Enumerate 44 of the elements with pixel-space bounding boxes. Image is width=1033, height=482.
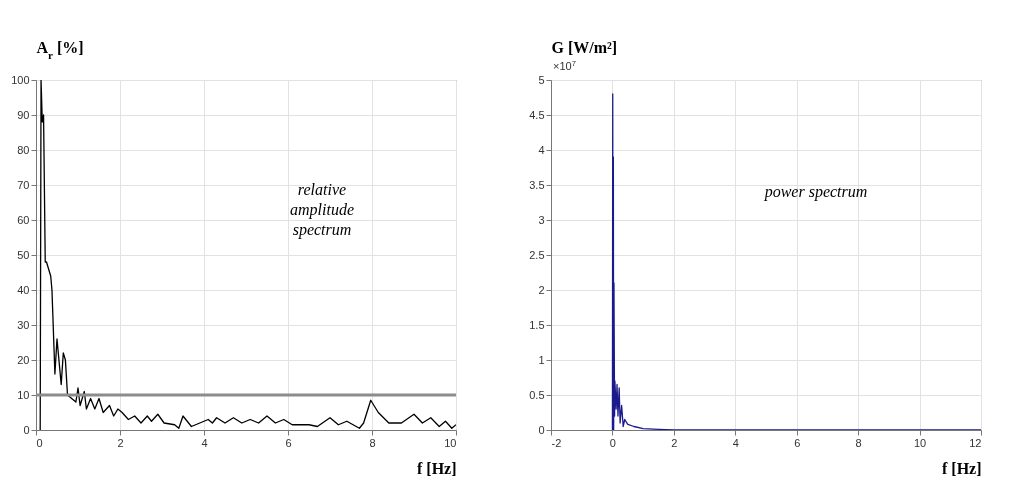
y-tick-label: 90 <box>17 108 30 121</box>
y-axis-title: A$_{r}$ [%] <box>36 38 84 61</box>
y-tick-label: 40 <box>17 283 30 296</box>
text: ×10$^{7}$ <box>553 58 576 72</box>
x-tick-label: 8 <box>855 436 862 449</box>
y-tick-label: 70 <box>17 178 30 191</box>
y-tick-label: 2 <box>538 283 545 296</box>
y-tick-label: 3 <box>538 213 545 226</box>
annotation: relative amplitude spectrum <box>290 181 354 239</box>
y-tick-label: 1.5 <box>529 318 545 331</box>
y-tick-label: 10 <box>17 388 30 401</box>
y-tick-label: 30 <box>17 318 30 331</box>
x-tick-label: 2 <box>671 436 678 449</box>
x-tick-label: 12 <box>969 436 982 449</box>
y-tick-label: 0.5 <box>529 388 545 401</box>
x-tick-label: 0 <box>36 436 43 449</box>
y-tick-label: 3.5 <box>529 178 545 191</box>
x-tick-label: 8 <box>369 436 376 449</box>
y-tick-label: 4.5 <box>529 108 545 121</box>
x-tick-label: 10 <box>913 436 927 449</box>
y-tick-label: 50 <box>17 248 30 261</box>
x-tick-label: 2 <box>117 436 124 449</box>
y-tick-label: 20 <box>17 353 30 366</box>
x-tick-label: 10 <box>444 436 457 449</box>
annotation: power spectrum <box>763 183 868 201</box>
y-tick-label: 1 <box>538 353 545 366</box>
y-axis-title: G [W/m²] <box>551 38 618 56</box>
line-series <box>611 93 981 430</box>
y-tick-label: 0 <box>23 423 30 436</box>
x-axis-title: f [Hz] <box>416 459 457 477</box>
x-tick-label: 4 <box>201 436 208 449</box>
y-tick-label: 100 <box>11 73 30 86</box>
x-tick-label: 6 <box>285 436 292 449</box>
x-tick-label: 0 <box>609 436 616 449</box>
x-tick-label: 6 <box>794 436 801 449</box>
y-tick-label: 4 <box>538 143 545 156</box>
x-tick-label: 4 <box>732 436 739 449</box>
y-tick-label: 60 <box>17 213 30 226</box>
y-tick-label: 0 <box>538 423 545 436</box>
y-tick-label: 80 <box>17 143 30 156</box>
x-axis-title: f [Hz] <box>941 459 982 477</box>
x-tick-label: -2 <box>551 436 562 449</box>
y-tick-label: 2.5 <box>529 248 545 261</box>
y-tick-label: 5 <box>538 73 545 86</box>
